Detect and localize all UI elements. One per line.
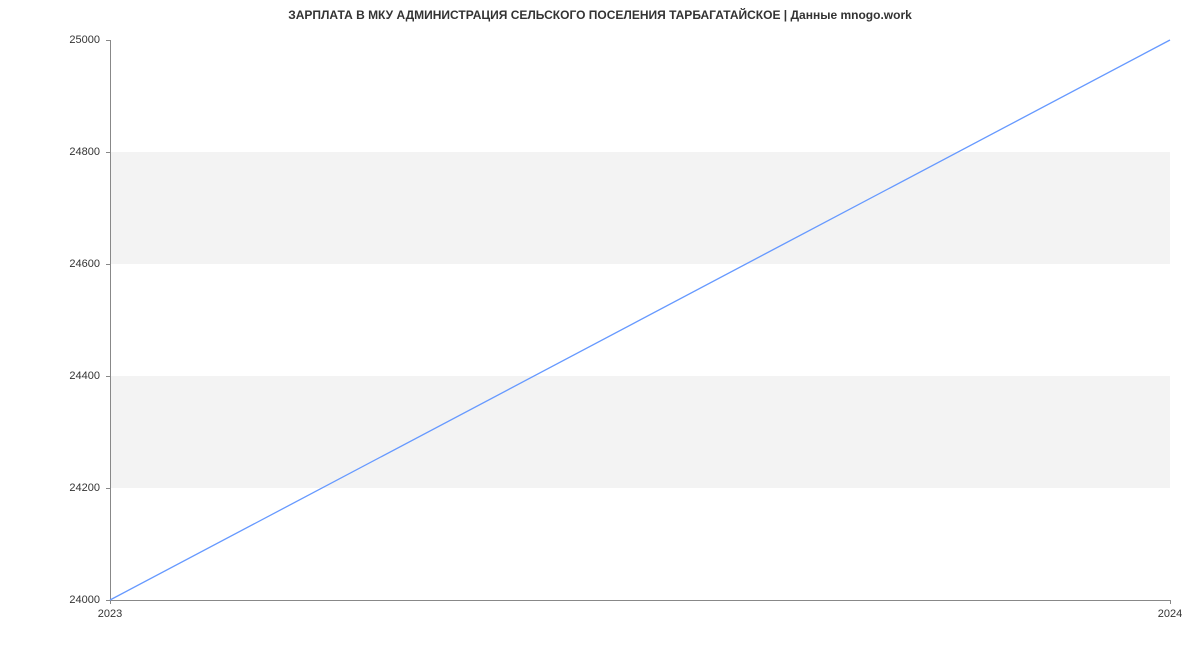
x-tick	[110, 600, 111, 604]
line-layer	[110, 40, 1170, 600]
y-tick-label: 24600	[40, 258, 100, 270]
chart-title: ЗАРПЛАТА В МКУ АДМИНИСТРАЦИЯ СЕЛЬСКОГО П…	[0, 8, 1200, 22]
y-tick-label: 24800	[40, 146, 100, 158]
y-tick-label: 24200	[40, 482, 100, 494]
series-salary	[110, 40, 1170, 600]
y-tick-label: 25000	[40, 34, 100, 46]
x-axis	[110, 600, 1170, 601]
x-tick-label: 2024	[1158, 608, 1182, 620]
plot-area: 24000242002440024600248002500020232024	[110, 40, 1170, 600]
x-tick-label: 2023	[98, 608, 122, 620]
salary-chart: ЗАРПЛАТА В МКУ АДМИНИСТРАЦИЯ СЕЛЬСКОГО П…	[0, 0, 1200, 650]
y-tick-label: 24400	[40, 370, 100, 382]
y-tick-label: 24000	[40, 594, 100, 606]
x-tick	[1170, 600, 1171, 604]
